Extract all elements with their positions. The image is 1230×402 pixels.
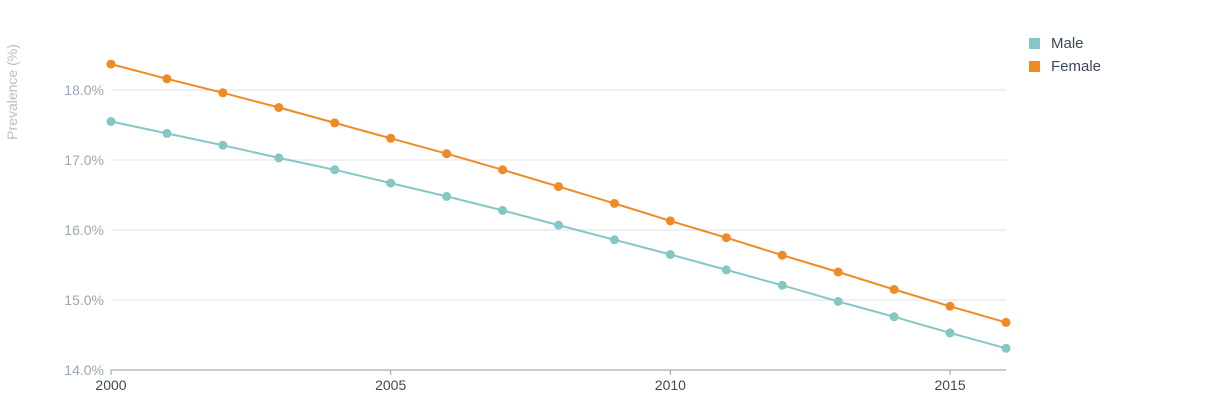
legend-swatch-male [1029,38,1040,49]
data-point-female [889,285,899,294]
y-tick-label: 18.0% [64,82,104,98]
data-point-male [609,235,619,245]
y-tick-label: 14.0% [64,362,104,378]
y-tick-label: 16.0% [64,222,104,238]
legend-label-female: Female [1051,58,1101,75]
data-point-male [162,128,172,138]
x-tick-label: 2015 [934,377,965,393]
y-tick-label: 15.0% [64,292,104,308]
data-point-female [162,74,172,84]
data-point-male [1001,343,1011,353]
data-point-female [777,250,787,260]
y-tick-label: 17.0% [64,152,104,168]
legend: Male Female [1029,35,1101,75]
data-point-female [1001,317,1011,327]
data-point-female [498,165,508,175]
data-point-female [945,301,955,311]
legend-swatch-female [1029,61,1040,72]
y-axis-ticks: 14.0% 15.0% 16.0% 17.0% 18.0% [64,82,104,378]
data-point-female [721,233,731,243]
grid-lines [111,89,1006,301]
x-tick-label: 2010 [655,377,686,393]
data-point-male [721,265,731,275]
data-point-male [442,191,452,201]
data-point-male [498,205,508,215]
data-point-male [386,178,396,188]
data-point-female [833,267,843,277]
data-point-female [218,88,228,98]
data-point-male [330,165,340,175]
data-point-female [330,118,340,128]
data-point-male [554,220,563,230]
data-point-male [274,153,284,163]
legend-label-male: Male [1051,35,1084,52]
series-line-female [110,63,1007,324]
data-point-male [665,250,675,259]
data-point-male [889,312,899,322]
data-point-male [945,328,955,338]
data-point-male [833,296,843,306]
series-group [106,59,1011,353]
data-point-female [106,59,116,69]
x-tick-label: 2005 [375,377,406,393]
data-point-female [609,198,619,208]
x-axis-ticks: 2000 2005 2010 2015 [95,370,966,393]
data-point-male [218,140,228,150]
series-line-male [110,120,1007,350]
data-point-male [777,280,787,290]
y-axis-label: Prevalence (%) [4,44,20,140]
data-point-female [442,149,452,159]
data-point-male [106,117,116,126]
data-point-female [386,133,396,143]
x-tick-label: 2000 [95,377,126,393]
data-point-female [554,182,563,192]
data-point-female [665,216,675,226]
data-point-female [274,103,284,112]
